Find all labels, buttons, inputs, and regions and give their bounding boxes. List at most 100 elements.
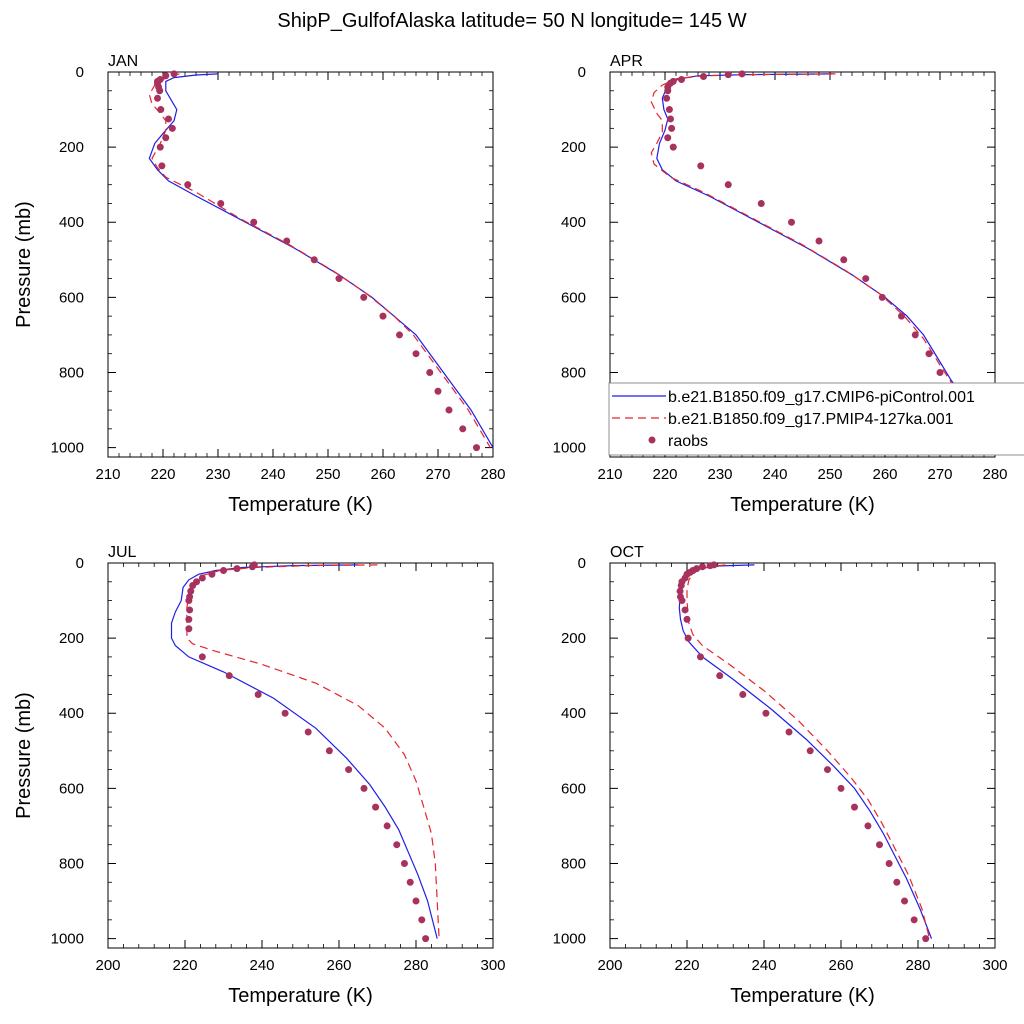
obs-point bbox=[936, 368, 944, 376]
obs-point bbox=[678, 76, 685, 84]
y-tick-label: 200 bbox=[561, 630, 586, 647]
series-line-pmip4-127ka bbox=[650, 73, 985, 448]
panel-jan: JAN 210 220 230 240 250 260 270 280 0 200 400 600 800… bbox=[13, 53, 506, 516]
obs-point bbox=[885, 859, 893, 867]
y-tick-label: 800 bbox=[561, 364, 586, 381]
obs-point bbox=[668, 124, 676, 132]
obs-point bbox=[217, 199, 225, 207]
obs-point bbox=[220, 567, 227, 575]
x-tick-label: 240 bbox=[249, 957, 274, 974]
obs-point bbox=[716, 672, 724, 680]
obs-point bbox=[187, 587, 195, 595]
obs-point bbox=[684, 634, 692, 642]
obs-point bbox=[383, 822, 391, 830]
obs-point bbox=[154, 94, 161, 102]
obs-point bbox=[664, 134, 672, 142]
y-tick-label: 600 bbox=[59, 289, 84, 306]
y-tick-label: 1000 bbox=[51, 440, 84, 457]
x-tick-label: 260 bbox=[828, 957, 853, 974]
obs-point bbox=[233, 565, 241, 573]
obs-point bbox=[248, 563, 256, 571]
x-axis-label: Temperature (K) bbox=[228, 494, 373, 516]
obs-point bbox=[677, 582, 685, 590]
obs-point bbox=[162, 134, 170, 142]
y-tick-label: 800 bbox=[561, 855, 586, 872]
legend-swatch-raobs bbox=[648, 436, 656, 444]
panels: JAN 210 220 230 240 250 260 270 280 0 200 400 600 800… bbox=[13, 53, 1008, 1007]
x-tick-label: 220 bbox=[652, 466, 677, 483]
obs-point bbox=[738, 70, 746, 78]
obs-point bbox=[400, 859, 408, 867]
x-tick-label: 260 bbox=[326, 957, 351, 974]
x-tick-label: 200 bbox=[597, 957, 622, 974]
obs-point bbox=[697, 162, 705, 170]
panel-title: OCT bbox=[610, 544, 644, 561]
y-tick-label: 600 bbox=[561, 289, 586, 306]
panel-jul: JUL 200 220 240 260 280 300 0 200 400 600 800 1000 Te… bbox=[13, 544, 506, 1007]
y-tick-label: 0 bbox=[578, 555, 586, 572]
obs-point bbox=[824, 766, 832, 774]
obs-point bbox=[665, 106, 673, 114]
y-tick-label: 600 bbox=[59, 780, 84, 797]
obs-point bbox=[156, 87, 164, 95]
x-tick-label: 260 bbox=[370, 466, 395, 483]
obs-point bbox=[922, 935, 930, 943]
y-tick-label: 400 bbox=[59, 214, 84, 231]
obs-point bbox=[676, 587, 684, 595]
obs-point bbox=[663, 94, 671, 102]
obs-point bbox=[864, 822, 872, 830]
obs-point bbox=[669, 143, 677, 151]
obs-point bbox=[698, 563, 706, 571]
obs-point bbox=[185, 625, 193, 633]
y-tick-label: 600 bbox=[561, 780, 586, 797]
obs-point bbox=[925, 350, 933, 358]
obs-point bbox=[412, 350, 420, 358]
obs-point bbox=[156, 143, 164, 151]
obs-point bbox=[806, 747, 814, 755]
plot-frame bbox=[107, 562, 494, 949]
x-tick-label: 200 bbox=[95, 957, 120, 974]
x-tick-label: 220 bbox=[674, 957, 699, 974]
series-line-piControl bbox=[148, 73, 494, 448]
obs-point bbox=[664, 87, 672, 95]
y-tick-label: 1000 bbox=[553, 931, 586, 948]
panel-oct: OCT 200 220 240 260 280 300 0 200 400 600 800 1000 Te… bbox=[553, 544, 1008, 1007]
figure-title: ShipP_GulfofAlaska latitude= 50 N longit… bbox=[277, 10, 746, 32]
obs-point bbox=[862, 275, 870, 283]
x-tick-label: 210 bbox=[95, 466, 120, 483]
obs-point bbox=[724, 71, 732, 79]
obs-point bbox=[198, 574, 206, 582]
obs-point bbox=[406, 878, 414, 886]
x-tick-label: 250 bbox=[315, 466, 340, 483]
obs-point bbox=[412, 897, 420, 905]
obs-point bbox=[850, 803, 858, 811]
obs-point bbox=[815, 237, 823, 245]
obs-point bbox=[360, 293, 368, 301]
obs-point bbox=[379, 312, 387, 320]
x-tick-label: 270 bbox=[425, 466, 450, 483]
x-tick-label: 270 bbox=[927, 466, 952, 483]
obs-point bbox=[785, 728, 793, 736]
obs-point bbox=[335, 275, 343, 283]
obs-point bbox=[185, 615, 193, 623]
obs-point bbox=[700, 73, 707, 81]
y-axis-label: Pressure (mb) bbox=[13, 201, 35, 328]
obs-point bbox=[678, 597, 686, 605]
panel-title: JUL bbox=[108, 544, 137, 561]
series-line-piControl bbox=[170, 564, 438, 939]
obs-point bbox=[208, 570, 216, 578]
obs-point bbox=[434, 387, 442, 395]
obs-point bbox=[250, 218, 258, 226]
obs-point bbox=[893, 878, 901, 886]
obs-point bbox=[225, 672, 233, 680]
obs-point bbox=[185, 597, 193, 605]
plot-frame bbox=[609, 71, 996, 458]
obs-point bbox=[840, 256, 848, 264]
y-tick-label: 200 bbox=[59, 139, 84, 156]
x-tick-label: 300 bbox=[982, 957, 1007, 974]
obs-point bbox=[418, 916, 426, 924]
obs-point bbox=[739, 690, 747, 698]
obs-point bbox=[396, 331, 403, 339]
y-tick-label: 400 bbox=[59, 705, 84, 722]
